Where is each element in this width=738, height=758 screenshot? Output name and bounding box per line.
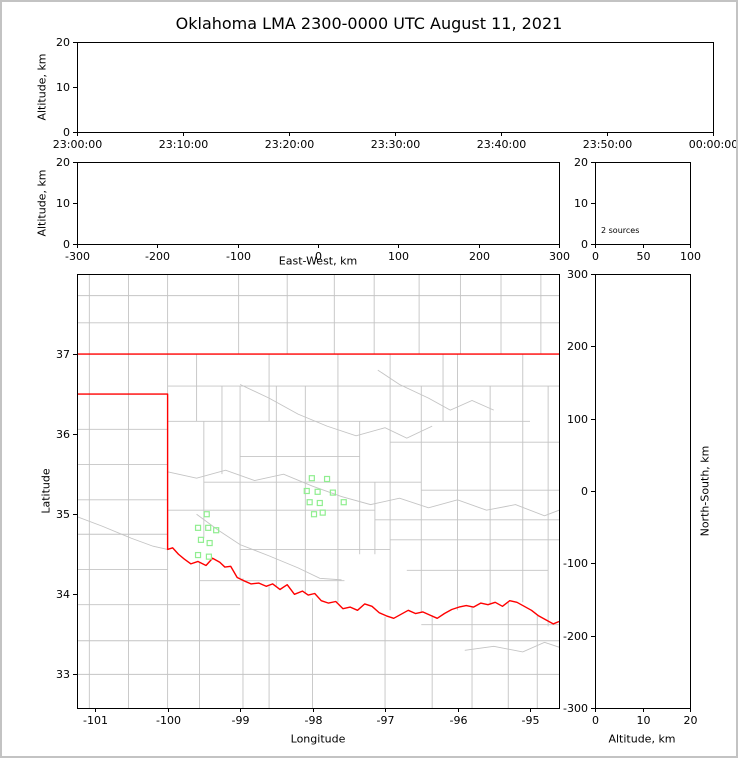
ns_height-frame [595,274,691,709]
plot-title: Oklahoma LMA 2300-0000 UTC August 11, 20… [175,14,563,33]
time-panel-ylabel: Altitude, km [35,53,49,121]
river-line [196,513,342,581]
source-markers [194,475,347,560]
river-line [239,384,433,439]
county-boundaries [77,274,559,708]
tick-label: 23:50:00 [583,138,632,151]
river-line [167,469,559,517]
tick-label: -96 [450,714,468,727]
ew-panel-ylabel: Altitude, km [35,169,49,237]
tick-label: 34 [56,588,70,601]
ns_height-axes: 0 10 20 -300 -200 -100 0 100 200 300 [563,268,697,727]
ew_height-axes: -300 -200 -100 0 100 200 300 0 10 20 [56,156,570,263]
tick-label: 0 [315,250,322,263]
map-ylabel: Latitude [39,468,53,514]
ns-panel-ylabel-right: North-South, km [698,445,712,537]
time_height-frame [77,42,714,133]
tick-label: 20 [56,36,70,49]
tick-label: -100 [563,557,588,570]
tick-label: 10 [56,81,70,94]
tick-label: 23:40:00 [477,138,526,151]
tick-label: -100 [226,250,251,263]
tick-label: 10 [574,197,588,210]
tick-label: -99 [232,714,250,727]
source-marker [205,524,212,531]
tick-label: 20 [56,156,70,169]
tick-label: 37 [56,348,70,361]
source-marker [319,509,326,516]
tick-label: 100 [567,413,588,426]
tick-label: 300 [567,268,588,281]
source-marker [323,475,331,483]
tick-label: 0 [581,238,588,251]
histogram-annotation: 2 sources [601,226,640,235]
source-marker [310,511,318,518]
tick-label: 200 [469,250,490,263]
tick-label: -100 [156,714,181,727]
map-xlabel: Longitude [290,732,346,746]
tick-label: 0 [581,485,588,498]
ew_height-frame [77,162,560,245]
tick-label: 23:20:00 [265,138,314,151]
ns-panel-xlabel: Altitude, km [608,732,676,746]
tick-label: 23:00:00 [53,138,102,151]
tick-label: 20 [574,156,588,169]
tick-label: 0 [63,238,70,251]
source-marker [213,527,220,534]
source-marker [206,539,213,547]
tick-label: -97 [377,714,395,727]
source-marker [205,553,213,560]
source-marker [314,488,321,495]
tick-label: -300 [65,250,90,263]
tick-label: 00:00:00 [689,138,738,151]
tick-label: 35 [56,508,70,521]
tick-label: 100 [388,250,409,263]
river-line [464,641,559,653]
source-marker [203,511,210,518]
tick-label: -200 [145,250,170,263]
tick-label: 200 [567,340,588,353]
map-frame [77,274,560,709]
source-marker [194,524,202,531]
tick-label: 36 [56,428,70,441]
source-marker [303,487,310,495]
map-axes: -101 -100 -99 -98 -97 -96 -95 33 34 35 36 37 [56,274,560,727]
tick-label: 0 [63,126,70,139]
source-marker [329,489,336,496]
source-marker [340,499,347,506]
tick-label: 100 [680,250,701,263]
source-marker [316,499,323,507]
tick-label: 0 [592,714,599,727]
tick-label: -95 [522,714,540,727]
tick-label: -300 [563,702,588,715]
tick-label: -101 [83,714,108,727]
source-marker [197,536,205,543]
tick-label: -200 [563,630,588,643]
tick-label: 300 [549,250,570,263]
histogram-axes: 0 50 100 0 10 20 [574,156,701,263]
tick-label: 10 [637,714,651,727]
source-marker [306,499,313,506]
tick-label: 10 [56,197,70,210]
state-border-path [77,393,559,625]
tick-label: -98 [305,714,323,727]
ew-panel-xlabel: East-West, km [278,254,358,268]
river-line [377,369,494,411]
river-line [77,516,168,550]
tick-label: 20 [684,714,698,727]
map-content [77,274,559,708]
source-marker [308,475,315,482]
time_height-axes: 23:00:00 23:10:00 23:20:00 23:30:00 23:40:00… [53,36,738,151]
tick-label: 33 [56,668,70,681]
tick-label: 23:30:00 [371,138,420,151]
tick-label: 23:10:00 [159,138,208,151]
source-marker [194,551,202,559]
tick-label: 50 [637,250,651,263]
tick-label: 0 [592,250,599,263]
